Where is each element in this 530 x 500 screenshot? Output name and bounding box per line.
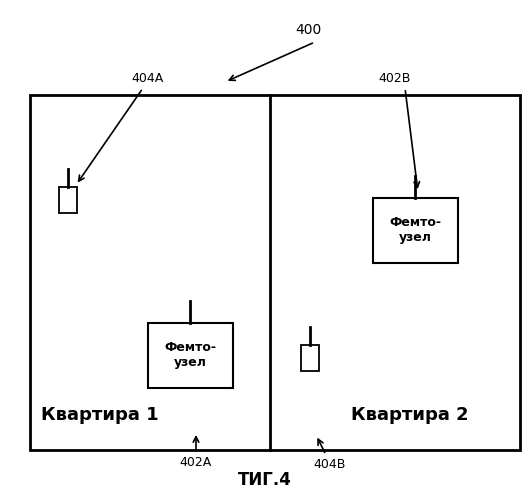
Bar	[30, 95, 520, 450]
Text: Фемто-
узел: Фемто- узел	[164, 341, 216, 369]
Text: 402A: 402A	[179, 456, 211, 468]
Text: 402B: 402B	[379, 72, 411, 85]
Bar	[59, 187, 77, 213]
Text: Квартира 2: Квартира 2	[351, 406, 469, 424]
Text: 404B: 404B	[314, 458, 346, 471]
Bar	[301, 345, 319, 371]
Text: Квартира 1: Квартира 1	[41, 406, 159, 424]
Bar	[147, 322, 233, 388]
Text: Фемто-
узел: Фемто- узел	[389, 216, 441, 244]
Text: 400: 400	[295, 23, 321, 37]
Text: ΤИГ.4: ΤИГ.4	[238, 471, 292, 489]
Text: 404A: 404A	[132, 72, 164, 85]
Bar	[373, 198, 457, 262]
